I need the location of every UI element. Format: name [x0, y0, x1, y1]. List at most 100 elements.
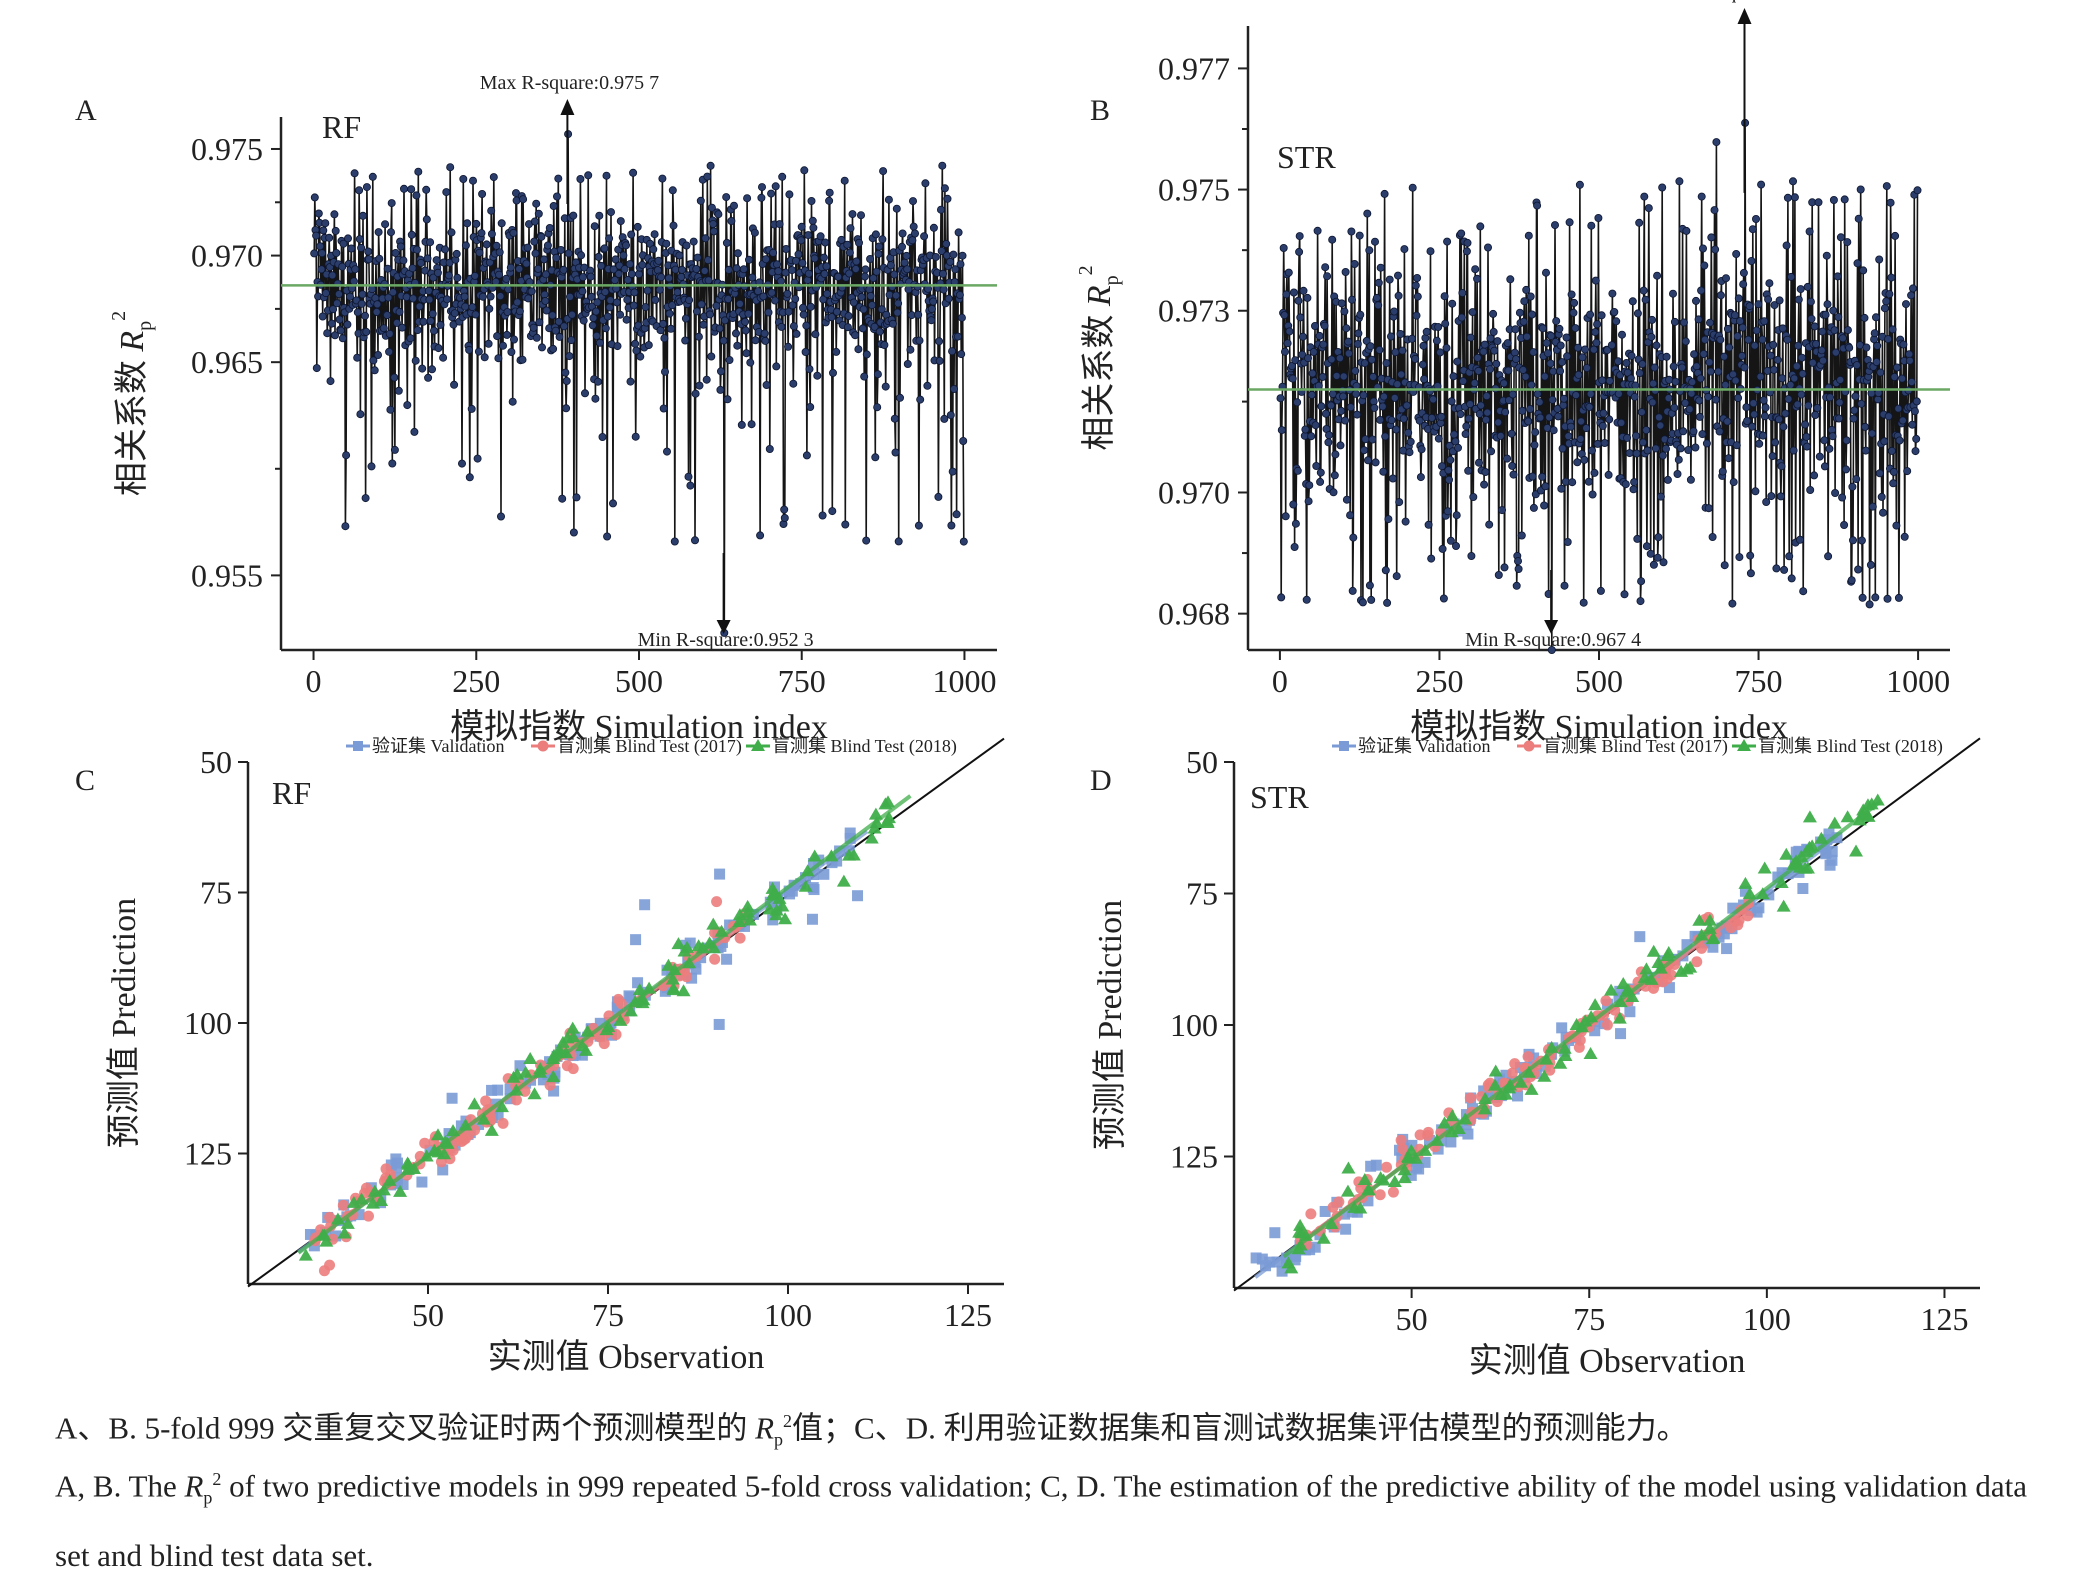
- data-point: [860, 272, 869, 281]
- data-point: [515, 264, 524, 273]
- data-point: [1887, 446, 1896, 455]
- data-point: [760, 329, 769, 338]
- data-point: [1849, 536, 1858, 545]
- data-point: [1854, 214, 1863, 223]
- data-point: [1894, 404, 1903, 413]
- data-point: [1303, 293, 1312, 302]
- data-point: [1452, 542, 1461, 551]
- data-point: [605, 303, 614, 312]
- data-point: [957, 350, 966, 359]
- point-triangle: [1488, 1078, 1503, 1091]
- data-point: [1572, 391, 1581, 400]
- data-point: [1723, 324, 1732, 333]
- data-point: [1405, 448, 1414, 457]
- point-square: [424, 1144, 436, 1156]
- data-point: [1696, 374, 1705, 383]
- data-point: [1527, 380, 1536, 389]
- data-point: [1503, 454, 1512, 463]
- point-triangle: [691, 939, 706, 952]
- data-point: [619, 251, 628, 260]
- data-point: [593, 298, 602, 307]
- point-square: [1512, 1090, 1524, 1102]
- data-point: [1757, 180, 1766, 189]
- data-point: [848, 210, 857, 219]
- data-point: [1363, 209, 1372, 218]
- data-point: [825, 196, 834, 205]
- data-point: [1648, 398, 1657, 407]
- data-point: [310, 249, 319, 258]
- data-point: [335, 315, 344, 324]
- point-square: [1745, 904, 1757, 916]
- data-point: [1752, 326, 1761, 335]
- data-point: [1681, 337, 1690, 346]
- data-point: [1911, 447, 1920, 456]
- data-point: [605, 234, 614, 243]
- data-point: [497, 219, 506, 228]
- data-point: [1806, 485, 1815, 494]
- data-point: [579, 316, 588, 325]
- data-point: [750, 228, 759, 237]
- point-square: [548, 1085, 560, 1097]
- data-point: [551, 326, 560, 335]
- data-point: [1889, 479, 1898, 488]
- data-point: [1499, 379, 1508, 388]
- data-point: [519, 195, 528, 204]
- data-point: [776, 277, 785, 286]
- point-triangle: [1738, 876, 1753, 889]
- data-point: [938, 161, 947, 170]
- data-point: [1524, 417, 1533, 426]
- data-point: [1489, 309, 1498, 318]
- data-point: [1530, 440, 1539, 449]
- data-point: [946, 411, 955, 420]
- data-point: [410, 427, 419, 436]
- data-point: [1867, 389, 1876, 398]
- data-point: [686, 481, 695, 490]
- data-point: [616, 310, 625, 319]
- data-point: [1593, 439, 1602, 448]
- point-square: [808, 884, 820, 896]
- data-point: [1853, 259, 1862, 268]
- point-triangle: [1612, 1011, 1627, 1024]
- data-point: [1380, 189, 1389, 198]
- data-point: [732, 329, 741, 338]
- data-point: [330, 331, 339, 340]
- point-triangle: [666, 983, 681, 996]
- data-point: [1642, 426, 1651, 435]
- data-point: [1408, 334, 1417, 343]
- data-point: [1608, 289, 1617, 298]
- point-triangle: [1774, 875, 1789, 888]
- data-point: [409, 294, 418, 303]
- data-point: [727, 216, 736, 225]
- data-point: [851, 331, 860, 340]
- data-point: [1859, 266, 1868, 275]
- data-point: [1783, 193, 1792, 202]
- data-point: [1857, 399, 1866, 408]
- data-point: [937, 205, 946, 214]
- data-point: [379, 324, 388, 333]
- data-point: [1399, 414, 1408, 423]
- data-point: [1629, 485, 1638, 494]
- point-triangle: [1524, 1082, 1539, 1095]
- point-square: [1405, 1169, 1417, 1181]
- data-point: [332, 299, 341, 308]
- panel-letter: C: [75, 764, 95, 797]
- caption-en-sup: 2: [212, 1469, 222, 1489]
- data-point: [1353, 410, 1362, 419]
- data-point: [370, 366, 379, 375]
- data-point: [1518, 406, 1527, 415]
- data-point: [894, 537, 903, 546]
- data-point: [1836, 375, 1845, 384]
- data-point: [535, 318, 544, 327]
- data-point: [1503, 339, 1512, 348]
- x-tick-label: 1000: [1886, 663, 1950, 699]
- data-point: [717, 367, 726, 376]
- data-point: [1498, 506, 1507, 515]
- data-point: [725, 355, 734, 364]
- data-point: [1690, 350, 1699, 359]
- data-point: [1492, 359, 1501, 368]
- data-point: [1790, 193, 1799, 202]
- data-point: [1448, 299, 1457, 308]
- data-point: [1290, 543, 1299, 552]
- data-point: [564, 249, 573, 258]
- data-point: [1418, 360, 1427, 369]
